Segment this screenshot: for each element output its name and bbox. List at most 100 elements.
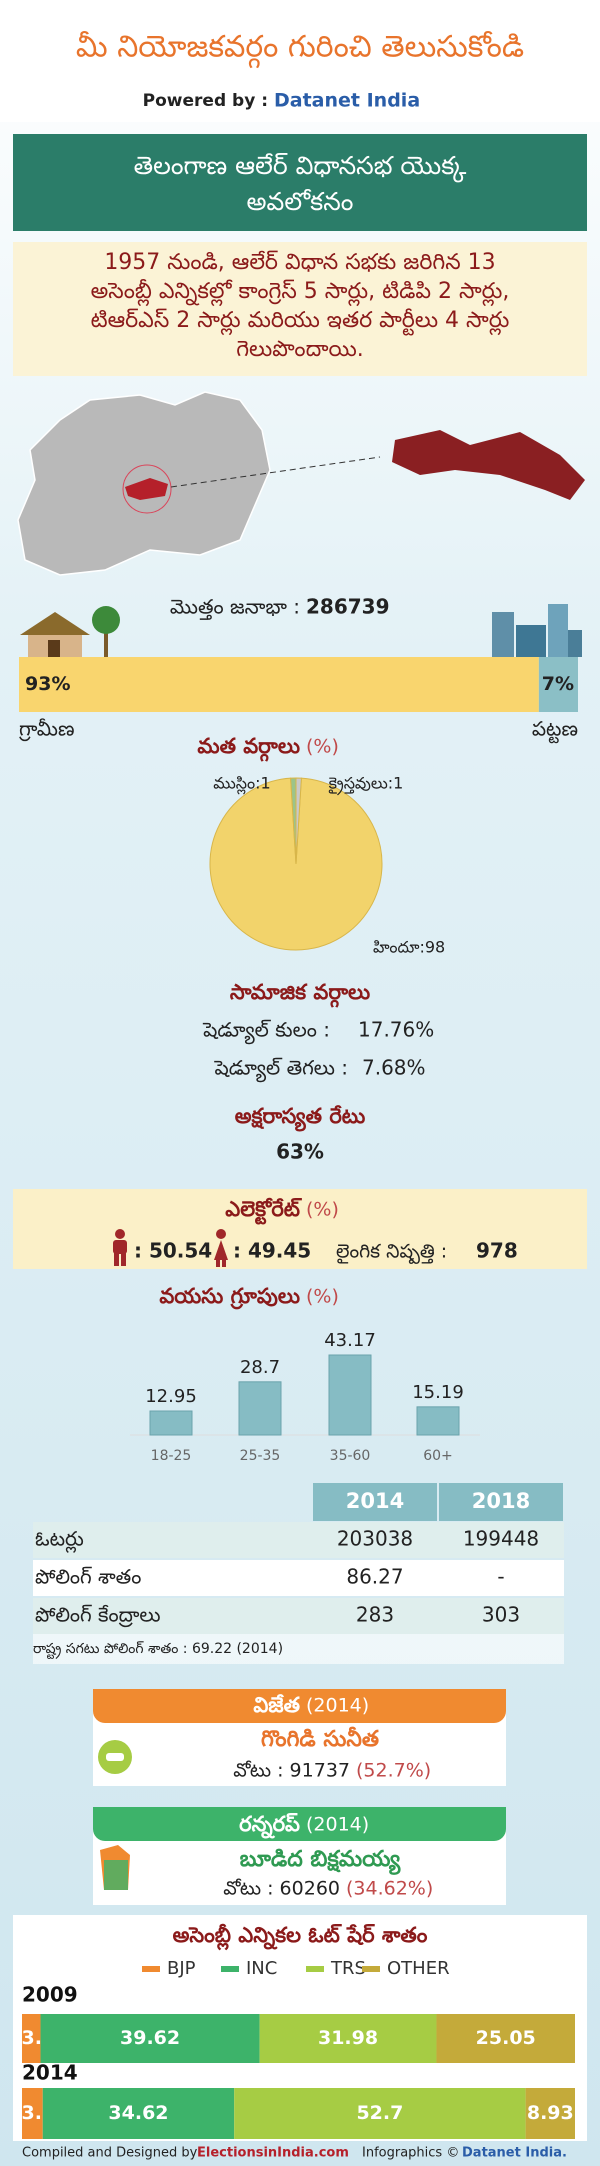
age-title: వయసు గ్రూపులు xyxy=(159,1284,300,1310)
vote-share-value: 34.62 xyxy=(108,2102,168,2124)
summary-line: టిఆర్ఎస్ 2 సార్లు మరియు ఇతర పార్టీలు 4 స… xyxy=(91,308,510,336)
population-category: గ్రామీణ xyxy=(19,717,75,742)
table-row xyxy=(33,1522,564,1558)
party-symbol-hand xyxy=(104,1860,128,1890)
connector xyxy=(170,456,381,488)
constituency-map xyxy=(125,478,168,500)
population-label: మొత్తం జనాభా : xyxy=(170,595,300,621)
table-row-label: పోలింగ్ శాతం xyxy=(35,1565,141,1589)
population-value: 286739 xyxy=(306,595,390,619)
sex-ratio-label: లైంగిక నిష్పత్తి : xyxy=(336,1241,447,1265)
page-title: మీ నియోజకవర్గం గురించి తెలుసుకోండి xyxy=(76,30,524,69)
male-share: : 50.54 xyxy=(134,1239,212,1263)
pie-label: క్రైస్తవులు:1 xyxy=(329,774,404,796)
summary-line: 1957 నుండి, ఆలేర్ విధాన సభకు జరిగిన 13 xyxy=(104,250,495,275)
pie-slice xyxy=(295,777,302,865)
legend-label: OTHER xyxy=(387,1958,450,1979)
age-bar xyxy=(328,1354,372,1436)
age-category: 18-25 xyxy=(151,1448,192,1464)
table-header-cell xyxy=(313,1483,437,1521)
winner-year: (2014) xyxy=(306,1695,369,1717)
runner-up-share: (34.62%) xyxy=(346,1878,433,1900)
constituency-zoom xyxy=(392,430,585,500)
table-cell: 283 xyxy=(356,1603,394,1627)
header-bg xyxy=(0,0,600,122)
runner-up-label: రన్నరప్ xyxy=(239,1812,300,1839)
vote-share-title: అసెంబ్లీ ఎన్నికల ఓట్ షేర్ శాతం xyxy=(173,1923,428,1951)
social-value: 17.76% xyxy=(358,1018,434,1042)
vote-share-segment xyxy=(42,2088,235,2139)
table-header: 2014 xyxy=(346,1489,404,1513)
winner-name: గొంగిడి సునీత xyxy=(261,1726,379,1752)
sex-ratio: 978 xyxy=(476,1239,518,1263)
banner xyxy=(13,134,587,231)
table-header: 2018 xyxy=(472,1489,530,1513)
winner-share: (52.7%) xyxy=(356,1760,431,1782)
table-row xyxy=(33,1560,564,1596)
social-label: షెడ్యూల్ తెగలు : xyxy=(213,1056,348,1083)
vote-share-segment xyxy=(40,2014,260,2063)
pie-label: ముస్లిం:1 xyxy=(213,774,270,795)
social-value: 7.68% xyxy=(362,1056,426,1080)
vote-share-value: 31.98 xyxy=(318,2027,378,2049)
summary-line: గెలుపొందాయి. xyxy=(236,337,364,362)
table-row xyxy=(33,1598,564,1634)
social-title: సామాజిక వర్గాలు xyxy=(230,980,370,1008)
vote-share-segment xyxy=(234,2088,526,2139)
social-label: షెడ్యూల్ కులం : xyxy=(202,1018,330,1045)
age-value: 12.95 xyxy=(145,1386,197,1407)
vote-share-segment xyxy=(22,2088,43,2139)
runner-up-year: (2014) xyxy=(306,1814,369,1836)
electorate-box xyxy=(13,1189,587,1269)
vote-share-value: 52.7 xyxy=(356,2102,403,2124)
highlight-circle xyxy=(122,464,172,514)
winner-header xyxy=(93,1689,506,1723)
population-share-bar xyxy=(19,657,539,712)
table-cell: - xyxy=(497,1565,504,1589)
year-label: 2014 xyxy=(22,2061,78,2085)
table-header-cell xyxy=(439,1483,563,1521)
female-share: : 49.45 xyxy=(233,1239,311,1263)
age-value: 15.19 xyxy=(412,1382,464,1403)
age-bar xyxy=(149,1410,193,1436)
electorate-title: ఎలెక్టోరేట్ xyxy=(225,1197,302,1225)
vote-share-segment xyxy=(22,2014,41,2063)
age-bar xyxy=(416,1406,460,1436)
table-cell: 199448 xyxy=(463,1527,539,1551)
rural-icon xyxy=(20,606,120,657)
literacy-title: అక్షరాస్యత రేటు xyxy=(235,1104,366,1132)
age-bar xyxy=(238,1381,282,1436)
population-share-bar xyxy=(538,657,578,712)
party-symbol-car xyxy=(106,1753,124,1761)
pie-label: హిందూ:98 xyxy=(373,938,445,957)
legend-label: TRS xyxy=(330,1958,366,1979)
map xyxy=(17,391,585,576)
electorate-unit: (%) xyxy=(306,1199,339,1221)
footer-brand: Datanet India. xyxy=(462,2146,567,2161)
table-cell: 303 xyxy=(482,1603,520,1627)
footer-compiled: Compiled and Designed by xyxy=(22,2146,198,2161)
vote-share-segment xyxy=(259,2014,437,2063)
age-category: 35-60 xyxy=(330,1448,371,1464)
winner-label: విజేత xyxy=(253,1693,300,1717)
powered-by: Powered by : xyxy=(143,91,268,111)
winner-card: విజేత (2014) గొంగిడి సునీత వోటు : 91737 … xyxy=(93,1689,506,1786)
age-value: 43.17 xyxy=(324,1330,376,1351)
footer-infographics: Infographics © xyxy=(362,2146,459,2161)
urban-icon xyxy=(492,604,582,657)
table-cell: 86.27 xyxy=(346,1565,403,1589)
runner-up-name: బూడిద బిక్షమయ్య xyxy=(240,1847,401,1875)
legend-label: BJP xyxy=(167,1958,196,1979)
population-share-label: 93% xyxy=(25,673,70,695)
table-row-label: ఓటర్లు xyxy=(35,1527,84,1554)
table-note-bg xyxy=(33,1634,564,1664)
runner-up-header xyxy=(93,1807,506,1841)
age-category: 60+ xyxy=(423,1448,453,1464)
runner-up-votes: వోటు : 60260 xyxy=(223,1878,340,1900)
age-unit: (%) xyxy=(306,1286,339,1308)
summary-box xyxy=(13,242,587,376)
male-icon xyxy=(113,1229,127,1266)
banner-title: అవలోకనం xyxy=(247,187,354,216)
vote-share-segment xyxy=(525,2088,575,2139)
